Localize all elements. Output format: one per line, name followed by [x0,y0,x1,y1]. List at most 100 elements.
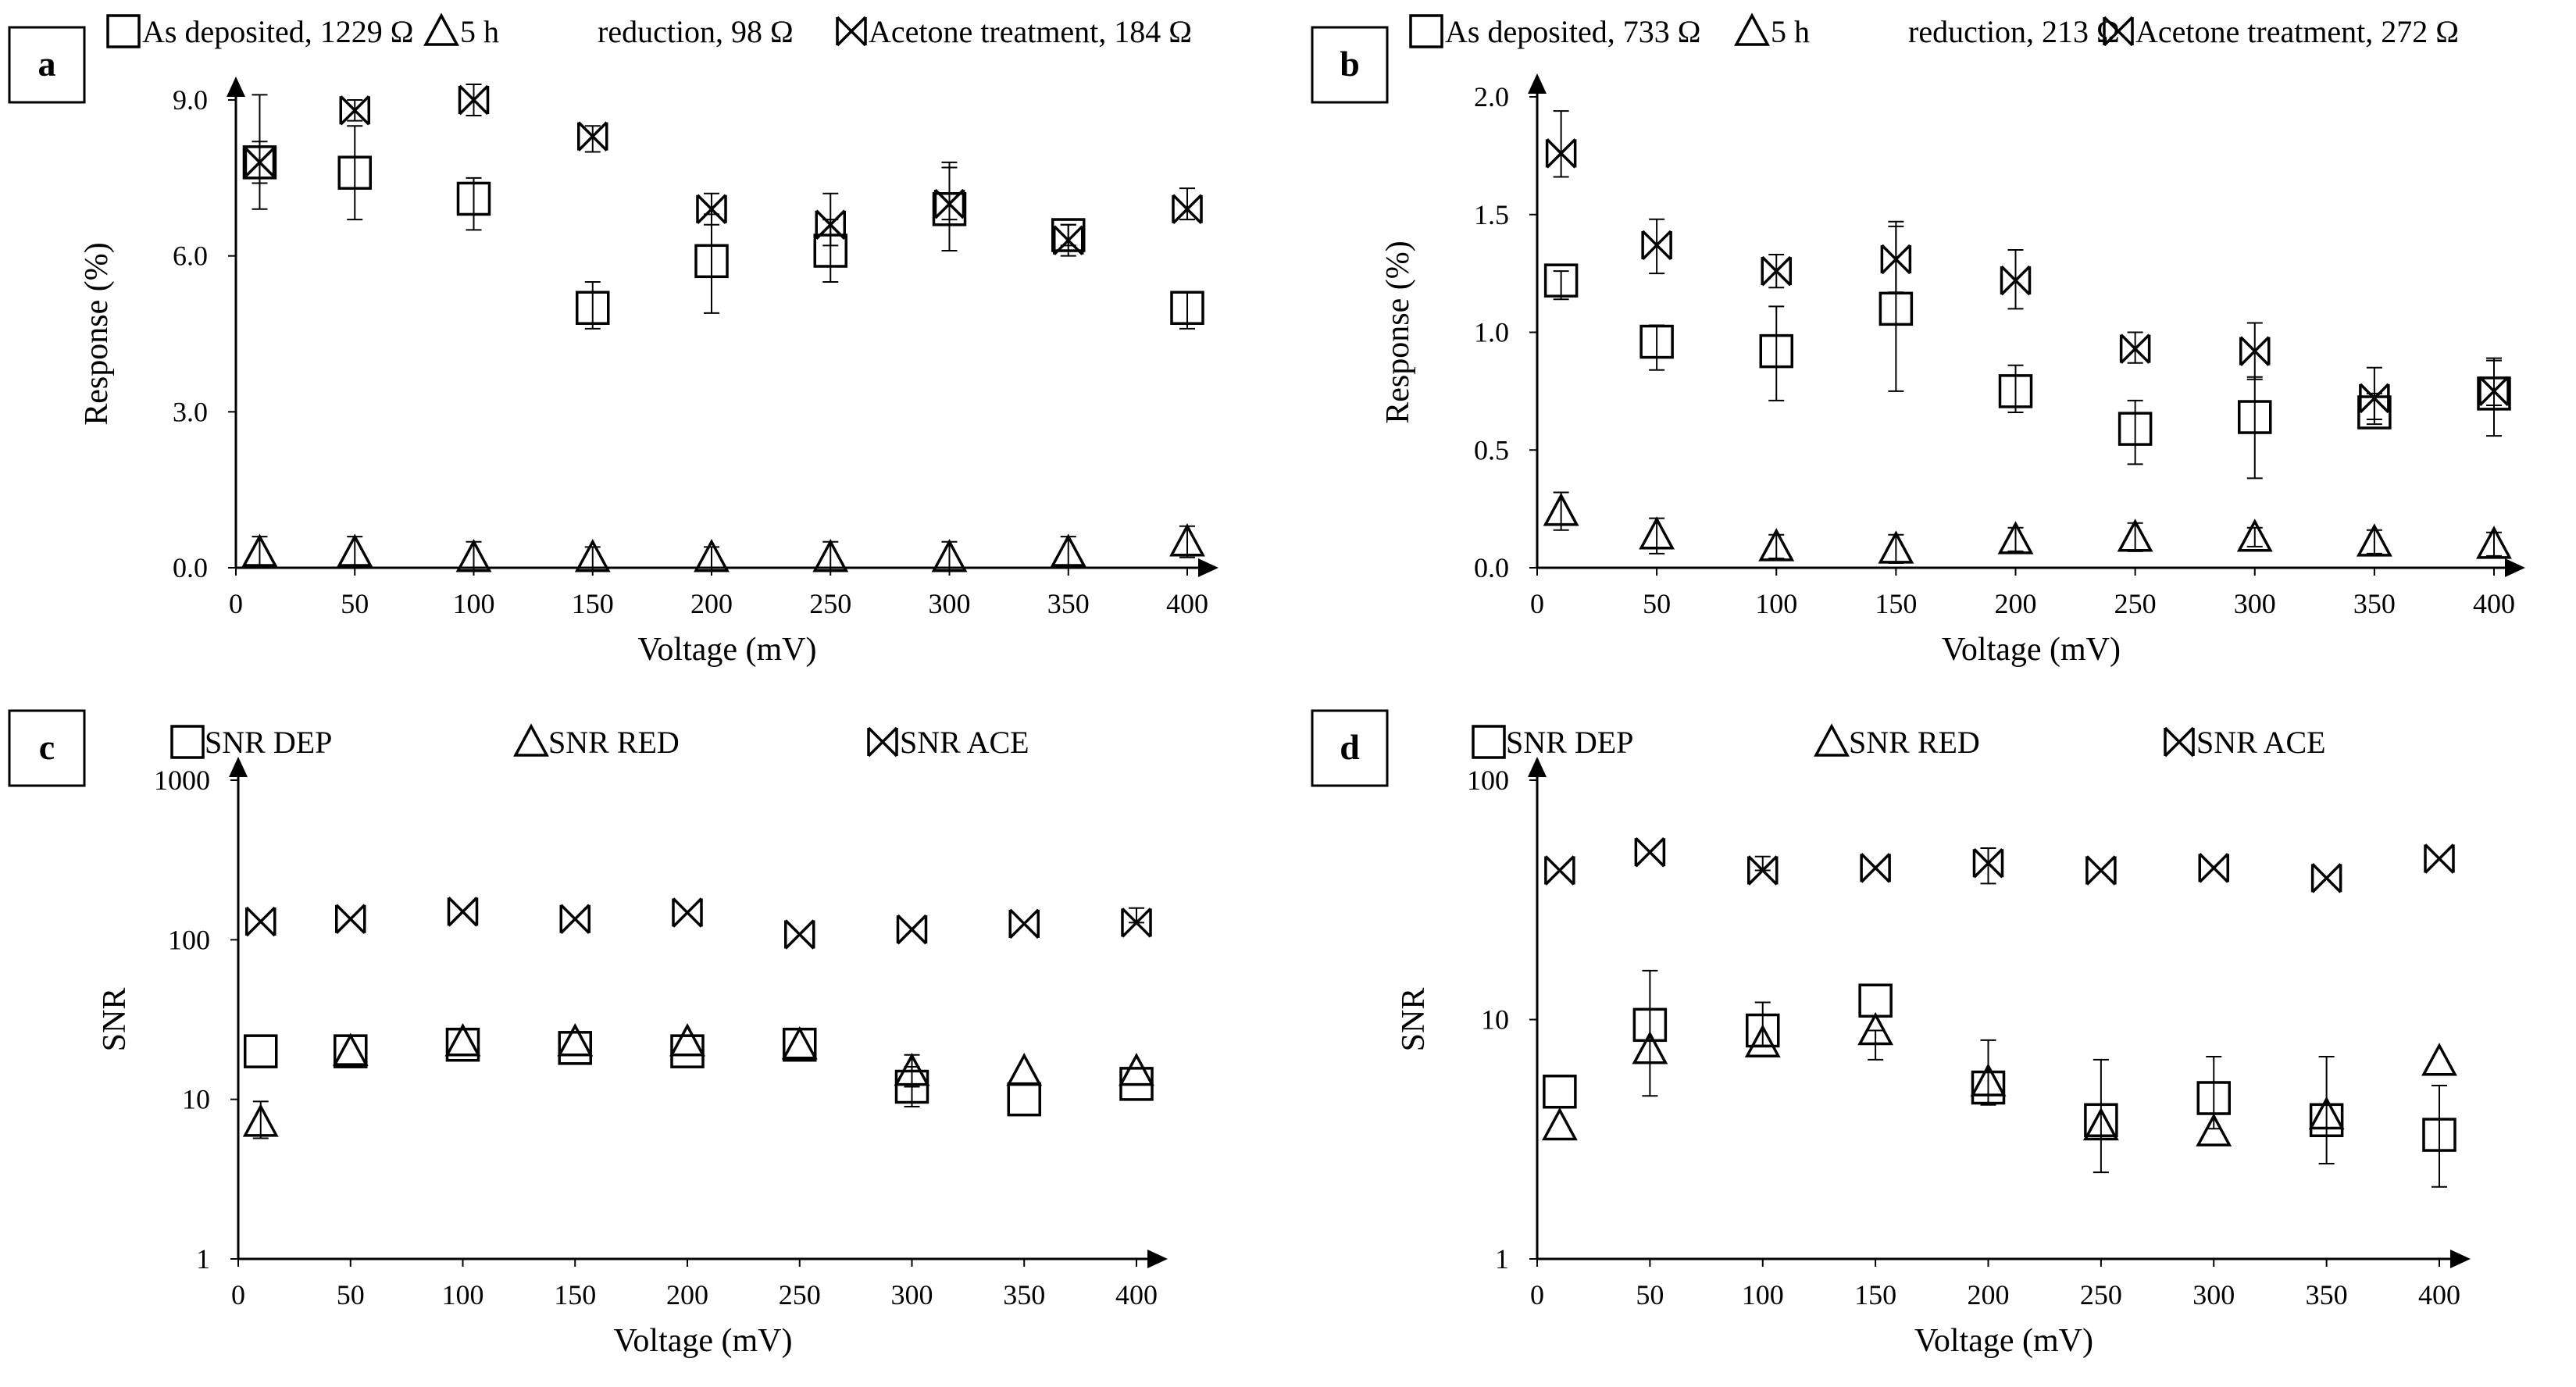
data-point [339,95,370,126]
series-square [1543,969,2456,1188]
data-point [1639,324,1674,359]
legend-marker-square [1472,725,1506,759]
x-tick-label: 150 [554,1279,596,1310]
legend-marker-triangle [513,723,549,757]
y-axis-arrow [1528,73,1547,94]
series-square [1543,225,2511,480]
x-axis-arrow [1147,1250,1168,1268]
panel-b: b 0 50 100 150 200 250 300 350 400 0.0 0.5 1.0 1.5 2.0… [1311,12,2525,668]
data-point [1857,1011,1894,1046]
data-point [558,1031,592,1065]
data-point [2198,853,2229,883]
data-point [1880,244,1912,275]
legend-label: 5 h [1771,14,1810,49]
legend-label: SNR RED [1849,725,1980,760]
y-tick-label: 1.0 [1474,317,1509,348]
data-point [2082,1107,2119,1141]
data-point [2309,1103,2344,1138]
data-point [2119,333,2151,364]
data-point [815,209,846,240]
data-point [1744,1024,1781,1057]
data-point [1007,1082,1041,1117]
data-point [1997,521,2034,554]
data-point [2359,383,2390,414]
x-axis-arrow [2450,1250,2471,1268]
data-point [2421,1043,2457,1076]
legend-marker-triangle [423,12,459,46]
x-tick-label: 0 [231,1279,245,1310]
data-point [241,533,278,567]
legend-label: SNR RED [548,725,680,760]
data-point [2238,400,2272,434]
data-point [696,194,727,225]
series-square [244,1027,1154,1117]
x-axis-arrow [1198,558,1218,577]
series-triangle [241,523,1205,572]
y-tick-label: 9.0 [173,84,208,116]
y-tick-label: 6.0 [173,241,208,272]
data-point [574,539,611,572]
legend-marker-bowtie [2164,726,2195,758]
data-point [669,1023,705,1057]
data-point [559,904,590,934]
data-point [334,1034,368,1068]
x-tick-label: 350 [1003,1279,1045,1310]
data-point [1053,225,1084,255]
data-point [1761,255,1792,287]
x-tick-label: 0 [229,588,243,619]
series-triangle [242,1023,1154,1139]
data-point [1170,291,1204,325]
series-bowtie [1544,837,2455,893]
series-triangle [1543,491,2512,564]
x-tick-label: 100 [1742,1279,1784,1310]
data-point [1543,1075,1577,1109]
x-tick-label: 50 [337,1279,365,1310]
data-point [557,1023,594,1057]
legend-marker-square [106,14,141,48]
legend-marker-triangle [1814,723,1850,757]
data-point [445,1027,480,1062]
data-point [335,904,366,934]
x-tick-label: 350 [2306,1279,2348,1310]
y-tick-label: 100 [168,924,210,955]
data-point [2310,863,2342,893]
data-point [2476,526,2512,559]
data-point [2085,855,2117,886]
x-tick-label: 200 [1995,588,2037,619]
series-bowtie [245,897,1152,950]
data-point [1543,263,1579,298]
data-point [1639,516,1675,550]
y-axis-title: Response (%) [79,242,115,425]
x-tick-label: 300 [891,1279,933,1310]
x-axis-title: Voltage (mV) [1914,1323,2093,1359]
data-point [1543,492,1579,526]
data-point [2000,265,2032,296]
panel-label-text: a [38,44,56,84]
data-point [1545,138,1577,169]
panel-label-c: c [8,709,86,787]
legend-label: Acetone treatment, 272 Ω [2135,14,2459,49]
data-point [670,1034,705,1068]
x-axis-title: Voltage (mV) [1942,632,2121,668]
x-axis-title: Voltage (mV) [613,1323,792,1359]
data-point [1641,230,1672,261]
data-point [783,1027,817,1062]
legend-label: As deposited, 733 Ω [1445,14,1700,49]
x-tick-label: 400 [1115,1279,1158,1310]
panel-label-b: b [1311,26,1389,104]
panel-a: a 0 50 100 150 200 250 300 350 400 0.0 3.0 6.0 9.0 Vol… [8,12,1218,668]
series-square [242,125,1204,330]
data-point [337,533,373,567]
legend: As deposited, 1229 Ω 5 h reduction, 98 Ω Ac… [106,12,1192,49]
data-point [1634,837,1666,868]
data-point [1860,853,1891,883]
panel-label-text: b [1340,44,1360,84]
legend-marker-square [170,725,205,759]
x-tick-label: 400 [1166,588,1208,619]
x-tick-label: 150 [572,588,614,619]
panel-c: c 0 50 100 150 200 250 300 350 400 1 10 100 1000 Volta… [8,709,1168,1359]
y-axis-title: Response (%) [1380,241,1416,423]
data-point [1169,523,1205,557]
legend-label: reduction, 213 Ω [1908,14,2120,49]
